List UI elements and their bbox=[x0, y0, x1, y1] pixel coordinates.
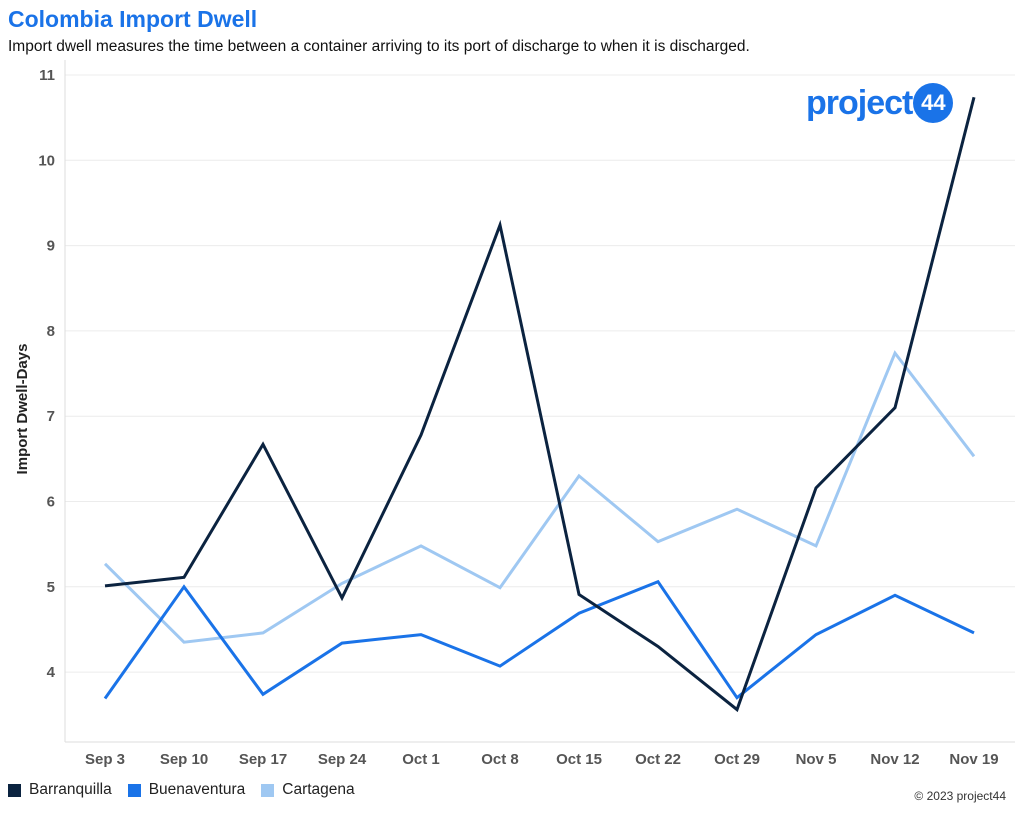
x-tick-label: Oct 15 bbox=[556, 751, 602, 768]
legend-item: Buenaventura bbox=[127, 781, 246, 799]
legend-swatch bbox=[8, 783, 21, 797]
x-tick-label: Oct 8 bbox=[481, 751, 519, 768]
x-tick-label: Sep 17 bbox=[239, 751, 287, 768]
series-line-barranquilla bbox=[104, 96, 976, 713]
series-line-cartagena bbox=[103, 350, 976, 644]
y-tick-label: 8 bbox=[47, 323, 55, 340]
y-tick-label: 10 bbox=[38, 152, 55, 169]
x-tick-label: Oct 1 bbox=[402, 751, 440, 768]
copyright-notice: © 2023 project44 bbox=[914, 789, 1006, 803]
x-tick-label: Sep 24 bbox=[318, 751, 367, 768]
chart-subtitle: Import dwell measures the time between a… bbox=[8, 38, 750, 55]
y-tick-label: 5 bbox=[47, 579, 55, 596]
logo-text: project bbox=[806, 83, 913, 122]
legend-label: Barranquilla bbox=[29, 781, 112, 798]
series-line-buenaventura bbox=[103, 579, 975, 700]
x-tick-label: Nov 19 bbox=[949, 751, 998, 768]
y-tick-label: 9 bbox=[47, 238, 55, 255]
x-tick-label: Sep 3 bbox=[85, 751, 125, 768]
x-tick-label: Nov 5 bbox=[796, 751, 837, 768]
legend-item: Barranquilla bbox=[8, 781, 112, 799]
y-axis-label: Import Dwell-Days bbox=[14, 344, 31, 475]
y-tick-label: 11 bbox=[39, 67, 55, 84]
y-tick-label: 4 bbox=[47, 664, 56, 681]
x-tick-label: Oct 22 bbox=[635, 751, 681, 768]
line-chart: 4 5 6 7 8 9 10 11 Import Dwell-Days Sep 3 Sep 10 Se… bbox=[14, 60, 1015, 768]
legend-swatch bbox=[261, 783, 275, 797]
legend-swatch bbox=[127, 783, 141, 797]
x-tick-label: Oct 29 bbox=[714, 751, 760, 768]
legend-label: Cartagena bbox=[282, 781, 355, 798]
legend-label: Buenaventura bbox=[148, 781, 246, 798]
logo-badge: 44 bbox=[913, 83, 954, 123]
y-tick-label: 7 bbox=[47, 408, 55, 425]
chart-legend: Barranquilla Buenaventura Cartagena bbox=[8, 781, 371, 799]
x-tick-label: Nov 12 bbox=[870, 751, 919, 768]
legend-item: Cartagena bbox=[261, 781, 355, 799]
x-tick-label: Sep 10 bbox=[160, 751, 208, 768]
chart-title: Colombia Import Dwell bbox=[8, 6, 258, 32]
y-tick-label: 6 bbox=[47, 494, 55, 511]
project44-logo: project 44 bbox=[806, 83, 954, 123]
